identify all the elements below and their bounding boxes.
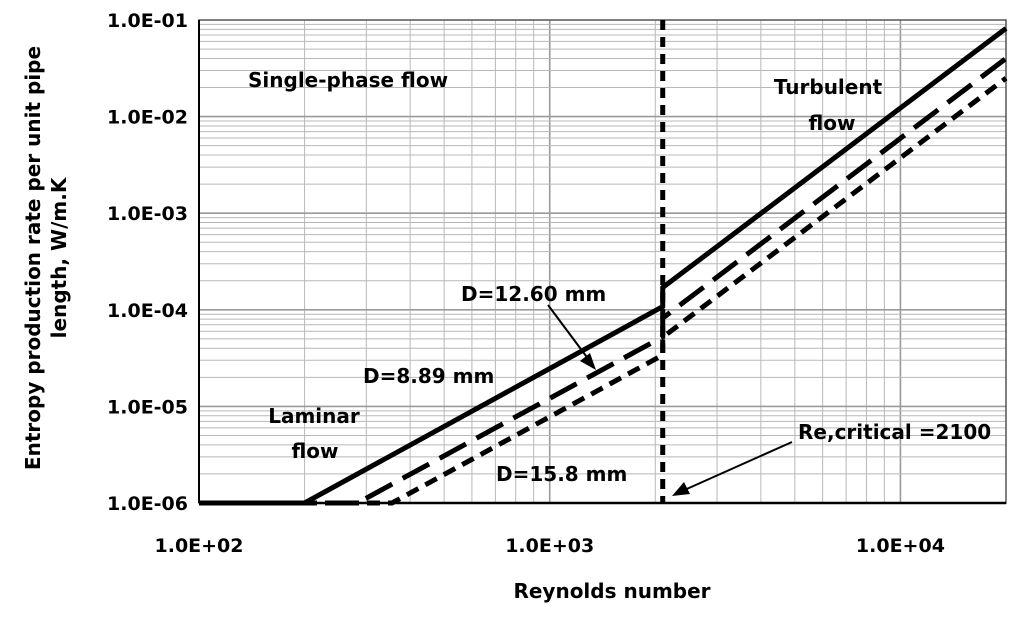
x-tick-label: 1.0E+03 — [505, 535, 594, 557]
annotation-d-12-60: D=12.60 mm — [461, 282, 606, 306]
y-axis-title-line1: Entropy production rate per unit pipe — [21, 46, 45, 470]
y-tick-label: 1.0E-03 — [107, 203, 188, 225]
series-line-d-15-8-mm — [199, 76, 1008, 506]
plot-background — [199, 20, 1006, 503]
arrow-re-critical — [679, 441, 793, 493]
y-tick-label: 1.0E-05 — [107, 396, 188, 418]
y-tick-label: 1.0E-01 — [107, 10, 188, 32]
annotation-turbulent-flow: flow — [808, 111, 855, 135]
y-axis-title-line2: length, W/m.K — [47, 176, 71, 338]
grid-lines — [199, 20, 1006, 503]
arrow-d-12-60-head — [580, 353, 596, 370]
x-tick-label: 1.0E+02 — [155, 535, 244, 557]
y-tick-label: 1.0E-06 — [107, 493, 188, 515]
axis-titles: Reynolds number Entropy production rate … — [21, 46, 711, 603]
arrow-re-critical-head — [672, 482, 690, 496]
x-tick-label: 1.0E+04 — [856, 535, 945, 557]
annotation-d-15-8: D=15.8 mm — [496, 462, 627, 486]
series-layer — [199, 26, 1008, 506]
arrow-d-12-60 — [547, 304, 593, 365]
annotations: Single-phase flow Turbulent flow Laminar… — [248, 68, 991, 496]
x-axis-title: Reynolds number — [513, 579, 710, 603]
annotation-laminar: Laminar — [268, 404, 360, 428]
tick-labels: 1.0E+02 1.0E+03 1.0E+04 1.0E-01 1.0E-02 1.0E-… — [107, 10, 945, 557]
annotation-laminar-flow: flow — [291, 439, 338, 463]
annotation-re-critical: Re,critical =2100 — [798, 420, 991, 444]
annotation-d-8-89: D=8.89 mm — [363, 364, 494, 388]
annotation-turbulent: Turbulent — [774, 75, 883, 99]
y-tick-label: 1.0E-04 — [107, 300, 188, 322]
annotation-single-phase: Single-phase flow — [248, 68, 448, 92]
y-tick-label: 1.0E-02 — [107, 107, 188, 129]
